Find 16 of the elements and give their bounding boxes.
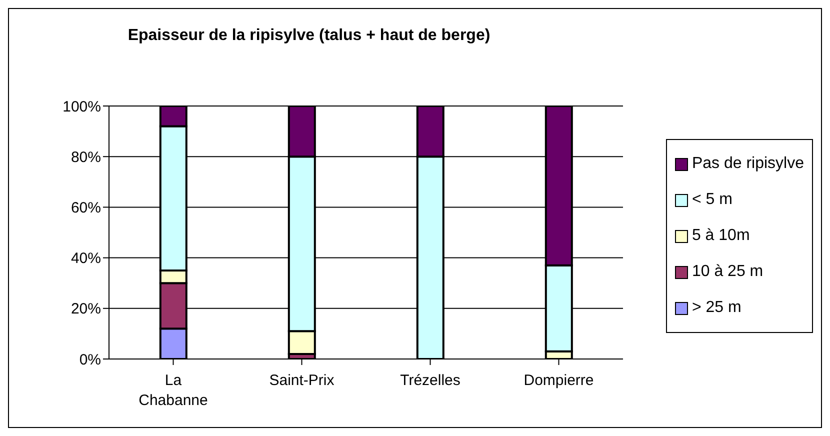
y-tick-label: 100% bbox=[62, 98, 101, 116]
legend-label: Pas de ripisylve bbox=[690, 154, 804, 174]
legend-label: > 25 m bbox=[690, 298, 742, 318]
y-tick-label: 0% bbox=[79, 351, 101, 368]
legend-label: < 5 m bbox=[690, 190, 734, 210]
x-tick-label: La Chabanne bbox=[138, 372, 208, 409]
y-tick-label: 80% bbox=[70, 148, 101, 166]
y-tick-label: 60% bbox=[70, 200, 101, 217]
y-tick-label: 20% bbox=[70, 300, 101, 318]
legend-label: 5 à 10m bbox=[690, 226, 751, 246]
x-tick-label: Dompierre bbox=[524, 372, 594, 389]
x-tick-label: Trézelles bbox=[400, 372, 460, 389]
legend-label: 10 à 25 m bbox=[690, 262, 764, 282]
x-tick-label: Saint-Prix bbox=[269, 372, 335, 389]
chart-title: Epaisseur de la ripisylve (talus + haut de berge) bbox=[126, 27, 492, 45]
y-tick-label: 40% bbox=[70, 250, 101, 268]
